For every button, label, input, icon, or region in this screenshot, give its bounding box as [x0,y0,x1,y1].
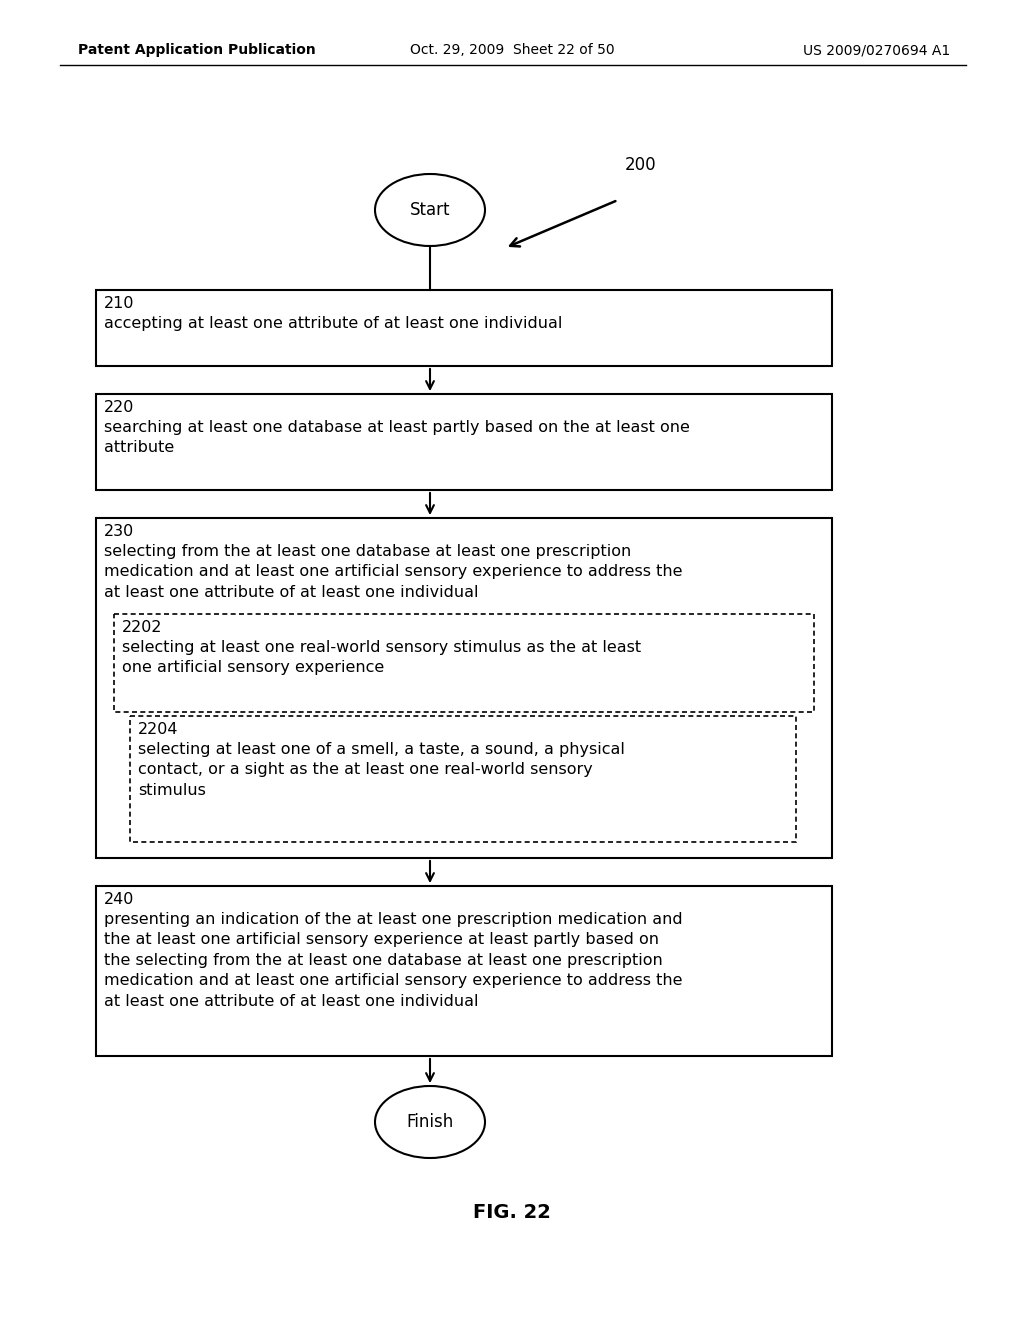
Bar [96,517,831,858]
Text: 220: 220 [104,400,134,414]
Text: Patent Application Publication: Patent Application Publication [78,44,315,57]
Bar [114,614,814,711]
Text: presenting an indication of the at least one prescription medication and
the at : presenting an indication of the at least… [104,912,683,1008]
Text: Oct. 29, 2009  Sheet 22 of 50: Oct. 29, 2009 Sheet 22 of 50 [410,44,614,57]
Text: 2204: 2204 [138,722,178,737]
Bar [96,393,831,490]
Text: 230: 230 [104,524,134,539]
Text: searching at least one database at least partly based on the at least one
attrib: searching at least one database at least… [104,420,690,455]
Text: US 2009/0270694 A1: US 2009/0270694 A1 [803,44,950,57]
Text: 240: 240 [104,892,134,907]
Text: selecting from the at least one database at least one prescription
medication an: selecting from the at least one database… [104,544,683,599]
Text: 210: 210 [104,296,134,312]
Ellipse shape [375,1086,485,1158]
Text: FIG. 22: FIG. 22 [473,1204,551,1222]
Text: 2202: 2202 [122,620,163,635]
Text: selecting at least one of a smell, a taste, a sound, a physical
contact, or a si: selecting at least one of a smell, a tas… [138,742,625,797]
Text: Finish: Finish [407,1113,454,1131]
Text: 200: 200 [625,156,656,174]
Bar [96,886,831,1056]
Text: selecting at least one real-world sensory stimulus as the at least
one artificia: selecting at least one real-world sensor… [122,640,641,676]
Text: accepting at least one attribute of at least one individual: accepting at least one attribute of at l… [104,315,562,331]
Bar [96,290,831,366]
Bar [130,715,796,842]
Ellipse shape [375,174,485,246]
Text: Start: Start [410,201,451,219]
